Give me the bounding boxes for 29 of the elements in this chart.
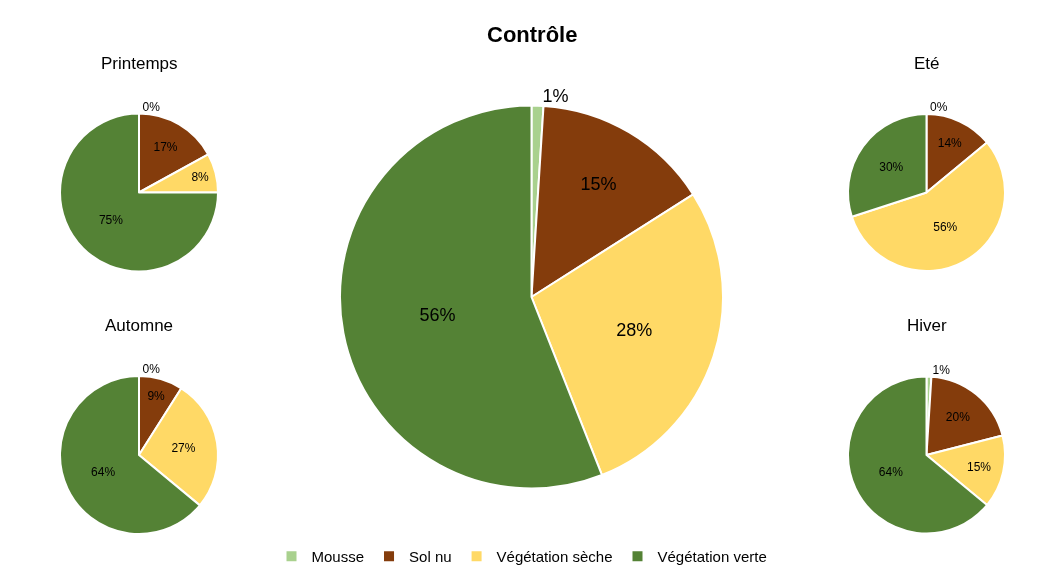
data-label: 28%: [616, 320, 653, 341]
legend-label: Mousse: [311, 548, 365, 566]
data-label: 15%: [967, 459, 992, 474]
data-label: 56%: [933, 219, 958, 234]
data-label: 9%: [147, 388, 166, 403]
data-label: 1%: [932, 362, 951, 377]
data-label: 30%: [879, 159, 904, 174]
data-label: 1%: [542, 85, 569, 106]
slice-label: Automne: [105, 316, 174, 335]
data-label: 64%: [91, 464, 116, 479]
data-label: 8%: [191, 169, 210, 184]
data-label: 75%: [98, 213, 124, 228]
data-label: 14%: [937, 135, 963, 150]
slice-label: Contrôle: [487, 22, 578, 47]
data-label: 15%: [580, 173, 617, 194]
data-label: 17%: [153, 140, 178, 155]
data-label: 20%: [945, 409, 971, 424]
legend-label: Végétation verte: [657, 548, 767, 566]
data-label: 56%: [419, 304, 456, 325]
data-label: 64%: [878, 464, 904, 479]
legend-label: Sol nu: [409, 548, 452, 566]
legend-label: Végétation sèche: [496, 548, 613, 566]
text: 0%: [142, 99, 160, 114]
slice-label: Printemps: [101, 54, 178, 73]
text: 0%: [142, 362, 160, 376]
slice-label: Eté: [914, 54, 940, 73]
slice-label: Hiver: [907, 316, 948, 335]
text: 0%: [930, 100, 948, 114]
data-label: 27%: [171, 440, 196, 455]
